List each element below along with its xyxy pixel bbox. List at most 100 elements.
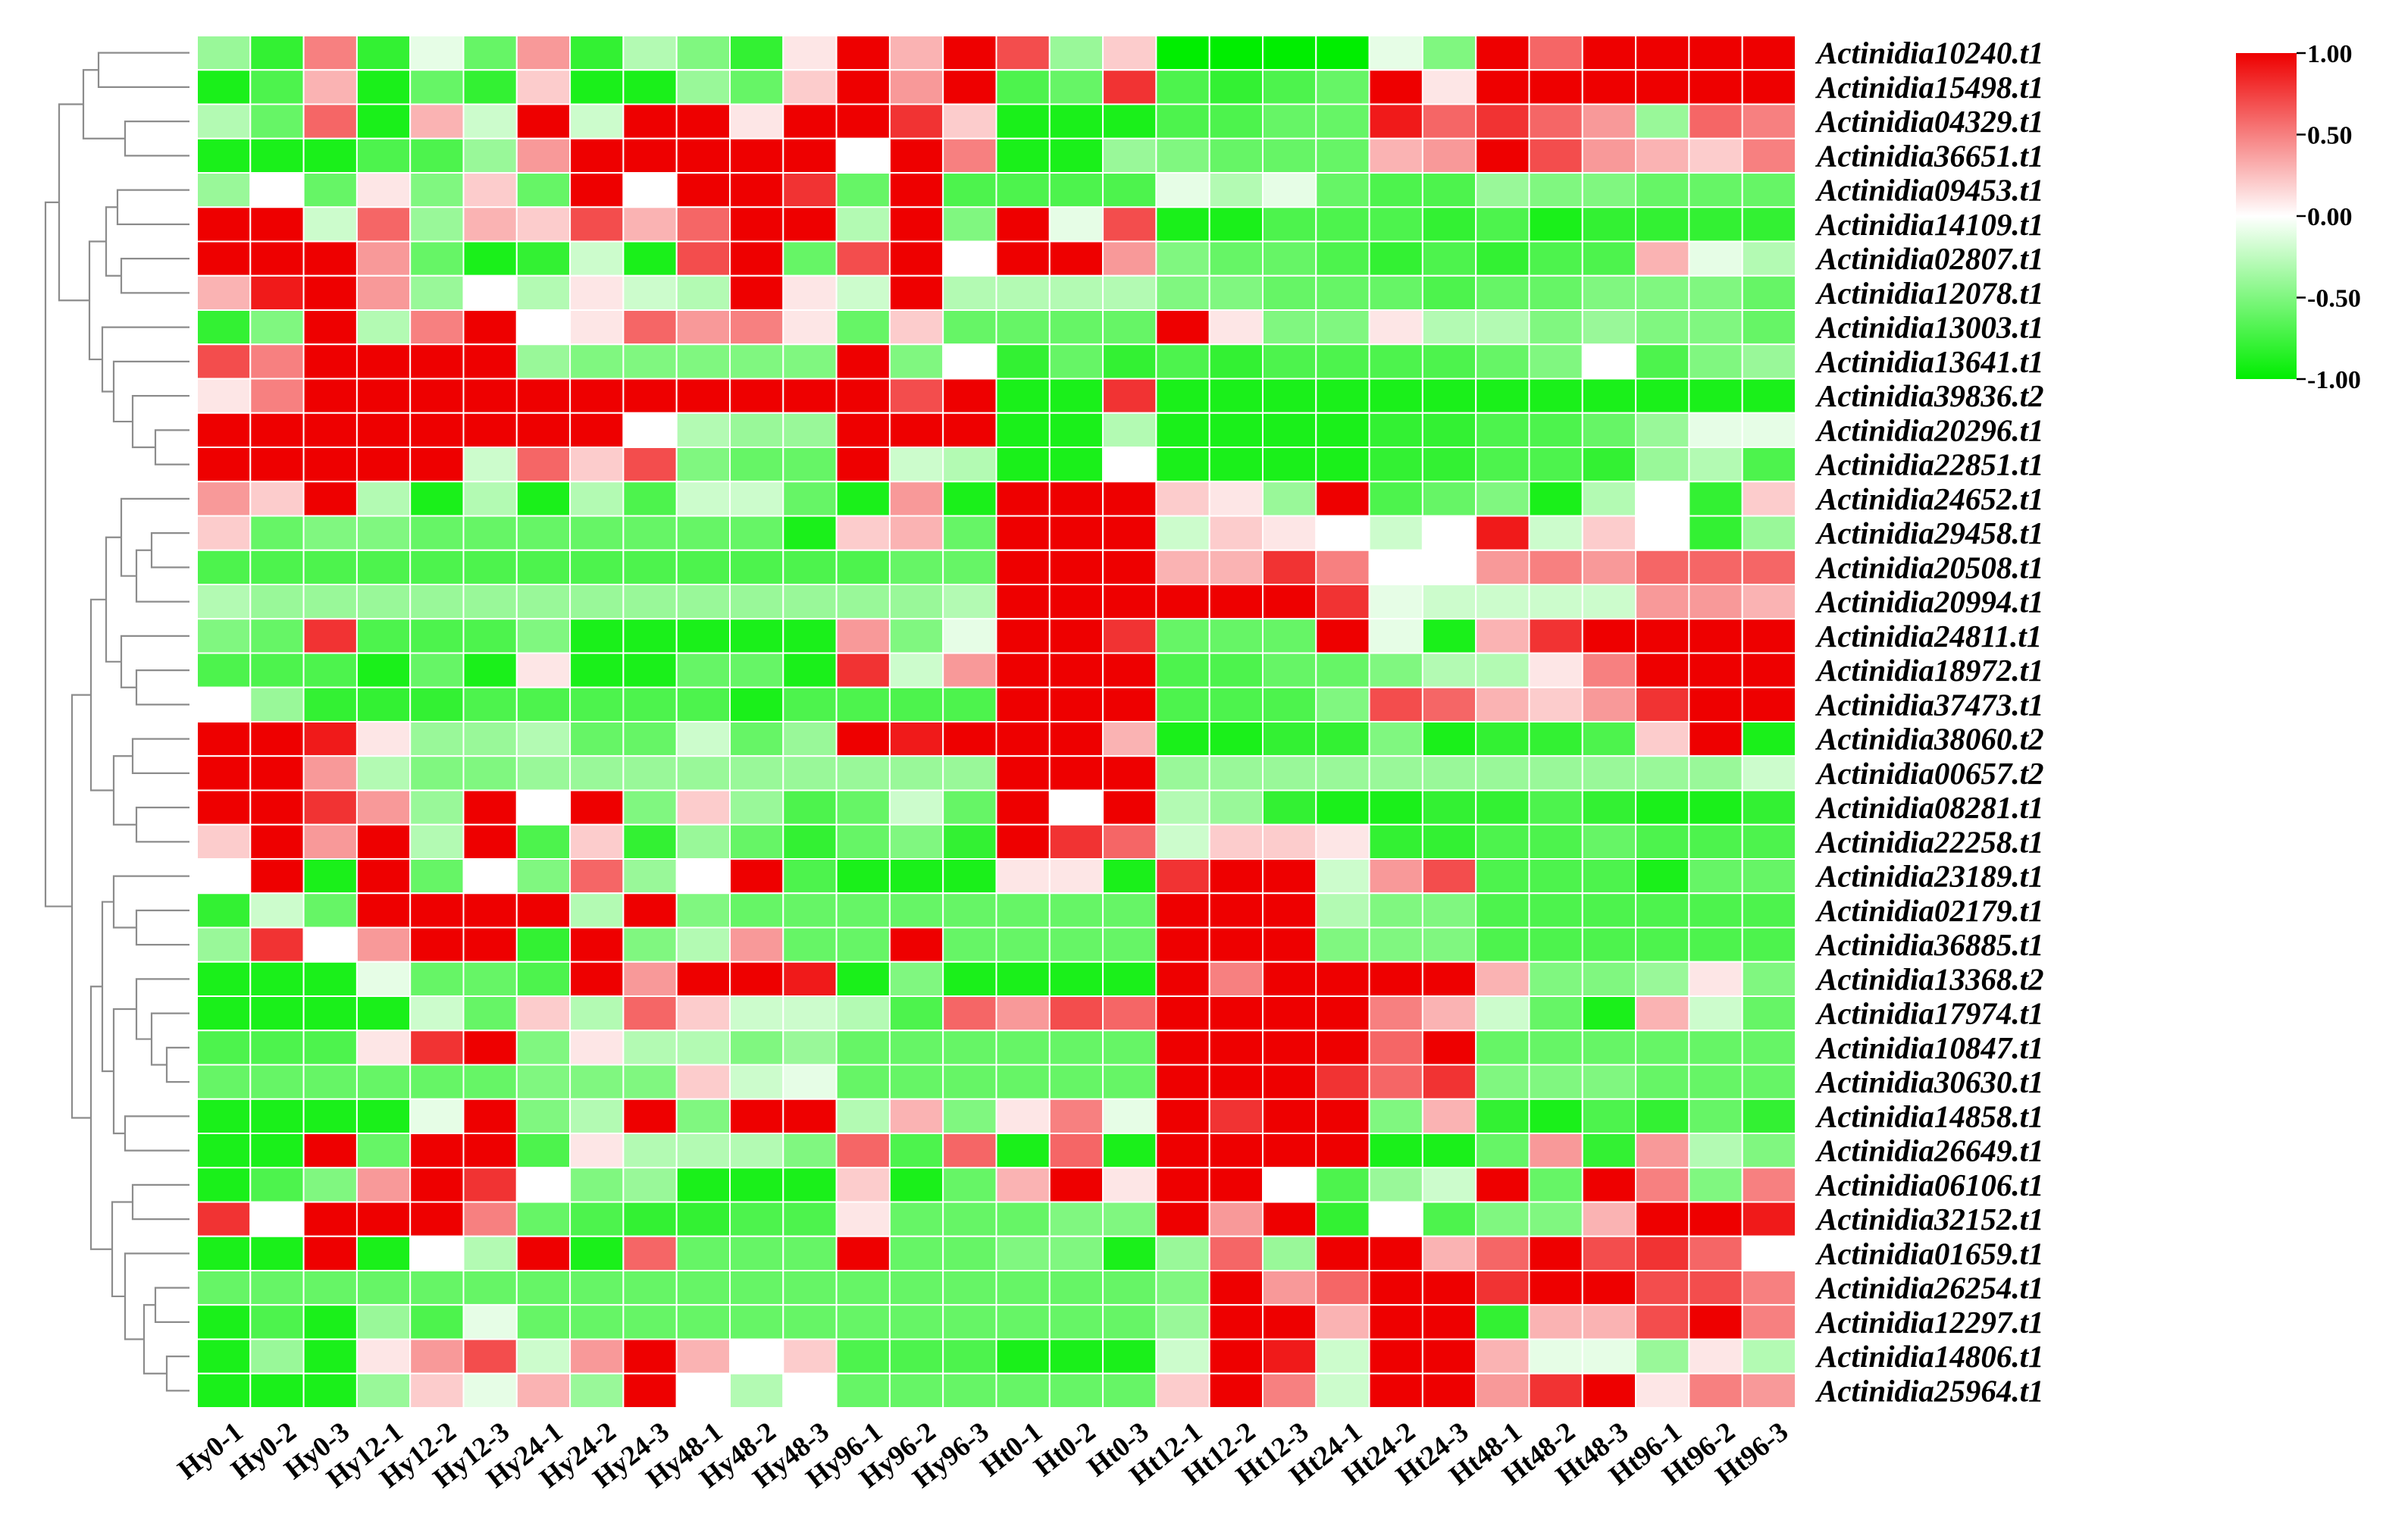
heatmap-cell [302,35,358,71]
heatmap-cell [569,618,625,654]
heatmap-cell [409,1304,465,1340]
heatmap-cell [1581,1304,1637,1340]
heatmap-cell [622,1372,678,1409]
heatmap-cell [515,1270,571,1306]
dendrogram-branch [150,532,189,569]
heatmap-cell [1208,1133,1263,1169]
heatmap-cell [1741,447,1796,483]
heatmap-cell [1315,206,1370,243]
heatmap-cell [622,721,678,757]
heatmap-cell [1208,103,1263,139]
heatmap-cell [1102,686,1157,722]
heatmap-cell [515,961,571,997]
heatmap-cell [1208,1372,1263,1409]
heatmap-cell [1528,1030,1583,1066]
heatmap-cell [1048,481,1104,517]
heatmap-cell [355,858,412,895]
heatmap-cell [302,274,358,311]
heatmap-cell [569,1098,625,1134]
heatmap-cell [1048,686,1104,722]
heatmap-cell [249,343,305,380]
heatmap-cell [835,412,891,448]
heatmap-cell [622,1201,678,1237]
heatmap-cell [1048,69,1104,105]
heatmap-cell [1635,1304,1690,1340]
heatmap-cell [1528,309,1583,346]
heatmap-cell [1368,1201,1423,1237]
heatmap-cell [1421,823,1477,860]
heatmap-cell [196,240,252,277]
heatmap-cell [888,1338,944,1374]
heatmap-cell [409,1167,465,1203]
heatmap-cell [1528,1064,1583,1100]
heatmap-cell [462,584,518,620]
heatmap-cell [1528,961,1583,997]
heatmap-cell [942,240,997,277]
heatmap-cell [355,549,412,585]
heatmap-cell [196,309,252,346]
heatmap-cell [515,1030,571,1066]
heatmap-cell [1475,103,1530,139]
heatmap-cell [995,1030,1051,1066]
heatmap-cell [1421,378,1477,414]
row-label: Actinidia20508.t1 [1815,550,2044,585]
heatmap-cell [622,823,678,860]
heatmap-cell [1208,892,1263,929]
heatmap-cell [675,584,731,620]
heatmap-cell [942,206,997,243]
heatmap-cell [835,69,891,105]
dendrogram-branch [112,1008,136,1135]
heatmap-cell [515,823,571,860]
heatmap-cell [1048,652,1104,688]
heatmap-cell [729,618,784,654]
heatmap-cell [302,1064,358,1100]
heatmap-cell [729,447,784,483]
heatmap-cell [1315,961,1370,997]
heatmap-cell [1528,172,1583,208]
heatmap-cell [1315,1270,1370,1306]
heatmap-cell [782,755,838,791]
heatmap-cell [1581,137,1637,174]
heatmap-cell [1102,412,1157,448]
column-labels: Hy0-1Hy0-2Hy0-3Hy12-1Hy12-2Hy12-3Hy24-1H… [172,1416,1794,1494]
row-label: Actinidia10240.t1 [1815,36,2044,71]
heatmap-cell [1102,1372,1157,1409]
heatmap-cell [196,1372,252,1409]
heatmap-cell [462,69,518,105]
heatmap-cell [302,549,358,585]
heatmap-cell [1688,35,1743,71]
heatmap-cell [1688,481,1743,517]
heatmap-cell [729,1167,784,1203]
heatmap-cell [462,309,518,346]
heatmap-cell [1635,1064,1690,1100]
heatmap-cell [1048,1235,1104,1271]
heatmap-cell [1102,515,1157,551]
heatmap-cell [835,618,891,654]
heatmap-cell [1368,103,1423,139]
heatmap-cell [888,240,944,277]
heatmap-cell [729,1064,784,1100]
heatmap-cell [1368,789,1423,826]
heatmap-cell [462,618,518,654]
heatmap-cell [409,240,465,277]
heatmap-cell [249,172,305,208]
heatmap-cell [569,1372,625,1409]
row-label: Actinidia15498.t1 [1815,70,2044,105]
heatmap-cell [515,584,571,620]
heatmap-cell [302,1235,358,1271]
heatmap-cell [675,103,731,139]
heatmap-cell [409,309,465,346]
heatmap-cell [622,1167,678,1203]
heatmap-cell [675,515,731,551]
heatmap-cell [355,1030,412,1066]
heatmap-cell [196,995,252,1032]
heatmap-cell [462,1133,518,1169]
heatmap-cell [888,1304,944,1340]
heatmap-cell [1528,1372,1583,1409]
heatmap-cell [1528,69,1583,105]
heatmap-cell [1528,240,1583,277]
heatmap-cell [1208,584,1263,620]
heatmap-cell [1688,618,1743,654]
heatmap-cell [729,1270,784,1306]
heatmap-cell [249,755,305,791]
